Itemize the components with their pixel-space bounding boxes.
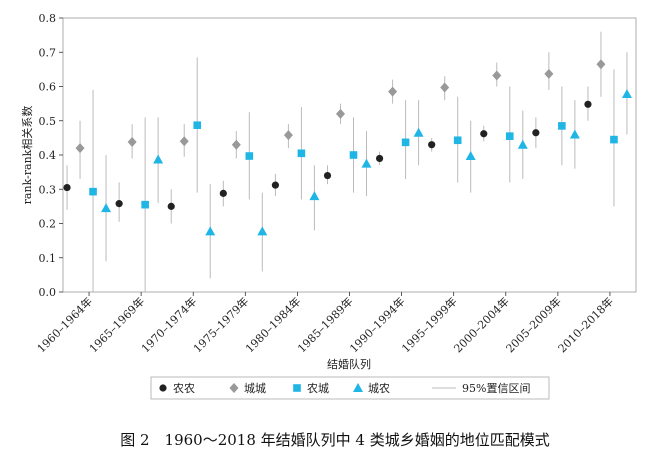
legend-label: 城农	[368, 381, 390, 395]
ci-lines	[66, 31, 628, 292]
point-circle	[480, 130, 488, 138]
point-triangle	[153, 154, 164, 164]
y-axis-title: rank-rank相关系数	[20, 106, 34, 205]
legend-marker-square	[293, 384, 301, 392]
point-triangle	[257, 226, 268, 236]
y-tick-label: 0.7	[39, 46, 57, 59]
point-triangle	[569, 129, 580, 139]
point-diamond	[336, 108, 345, 119]
point-square	[505, 132, 514, 140]
point-diamond	[179, 136, 189, 147]
point-square	[349, 151, 358, 159]
point-square	[453, 136, 462, 145]
y-tick-label: 0.1	[39, 252, 57, 265]
y-tick-label: 0.2	[39, 218, 57, 231]
point-circle	[115, 200, 123, 208]
point-circle	[219, 189, 227, 197]
legend-label: 城城	[244, 382, 266, 395]
y-tick-label: 0.4	[39, 149, 57, 162]
point-circle	[167, 202, 175, 210]
legend-marker-circle	[159, 384, 167, 392]
point-triangle	[465, 151, 476, 161]
legend-label: 农城	[307, 381, 329, 395]
y-tick-label: 0.6	[39, 81, 57, 94]
point-diamond	[231, 139, 241, 150]
y-tick-label: 0.3	[39, 183, 57, 196]
point-diamond	[440, 82, 450, 93]
point-square	[89, 187, 97, 196]
legend-marker-diamond	[229, 383, 239, 393]
point-circle	[323, 171, 332, 180]
point-triangle	[361, 158, 372, 168]
point-triangle	[517, 139, 528, 149]
legend-label: 农农	[173, 381, 195, 395]
figure-caption: 图 2 1960～2018 年结婚队列中 4 类城乡婚姻的地位匹配模式	[120, 431, 550, 449]
point-triangle	[621, 89, 632, 99]
point-diamond	[544, 68, 554, 79]
point-square	[401, 138, 410, 147]
legend-box	[150, 376, 550, 400]
point-diamond	[283, 130, 293, 141]
y-axis: 0.0 0.1 0.2 0.3 0.4 0.5 0.6 0.7 0.8	[39, 12, 63, 299]
plot-frame	[62, 17, 637, 293]
y-tick-label: 0.5	[39, 115, 57, 128]
x-tick-label: 2010–2018年	[555, 294, 616, 355]
point-square	[193, 121, 202, 130]
point-square	[141, 200, 149, 209]
point-diamond	[388, 86, 398, 97]
point-diamond	[596, 59, 606, 70]
x-axis: 1960–1964年1965–1969年1970–1974年1975–1979年…	[34, 292, 616, 355]
point-square	[245, 152, 254, 160]
legend: 农农 城城 农城 城农 95%置信区间	[159, 381, 530, 395]
y-tick-label: 0.0	[39, 286, 57, 299]
point-diamond	[492, 70, 502, 81]
point-triangle	[309, 191, 320, 201]
point-square	[610, 135, 618, 144]
data-markers	[63, 59, 632, 236]
point-circle	[63, 183, 71, 192]
point-circle	[271, 181, 280, 189]
point-circle	[428, 141, 436, 149]
y-tick-label: 0.8	[39, 12, 57, 25]
point-diamond	[127, 136, 137, 147]
legend-label: 95%置信区间	[462, 382, 530, 395]
point-square	[297, 149, 306, 158]
point-circle	[584, 100, 592, 108]
point-circle	[532, 129, 540, 137]
point-triangle	[101, 203, 112, 213]
point-diamond	[75, 143, 85, 154]
point-square	[558, 122, 566, 130]
legend-marker-triangle	[353, 383, 363, 392]
x-axis-title: 结婚队列	[327, 357, 371, 371]
point-circle	[375, 154, 384, 163]
point-triangle	[205, 226, 216, 236]
point-triangle	[413, 127, 424, 137]
